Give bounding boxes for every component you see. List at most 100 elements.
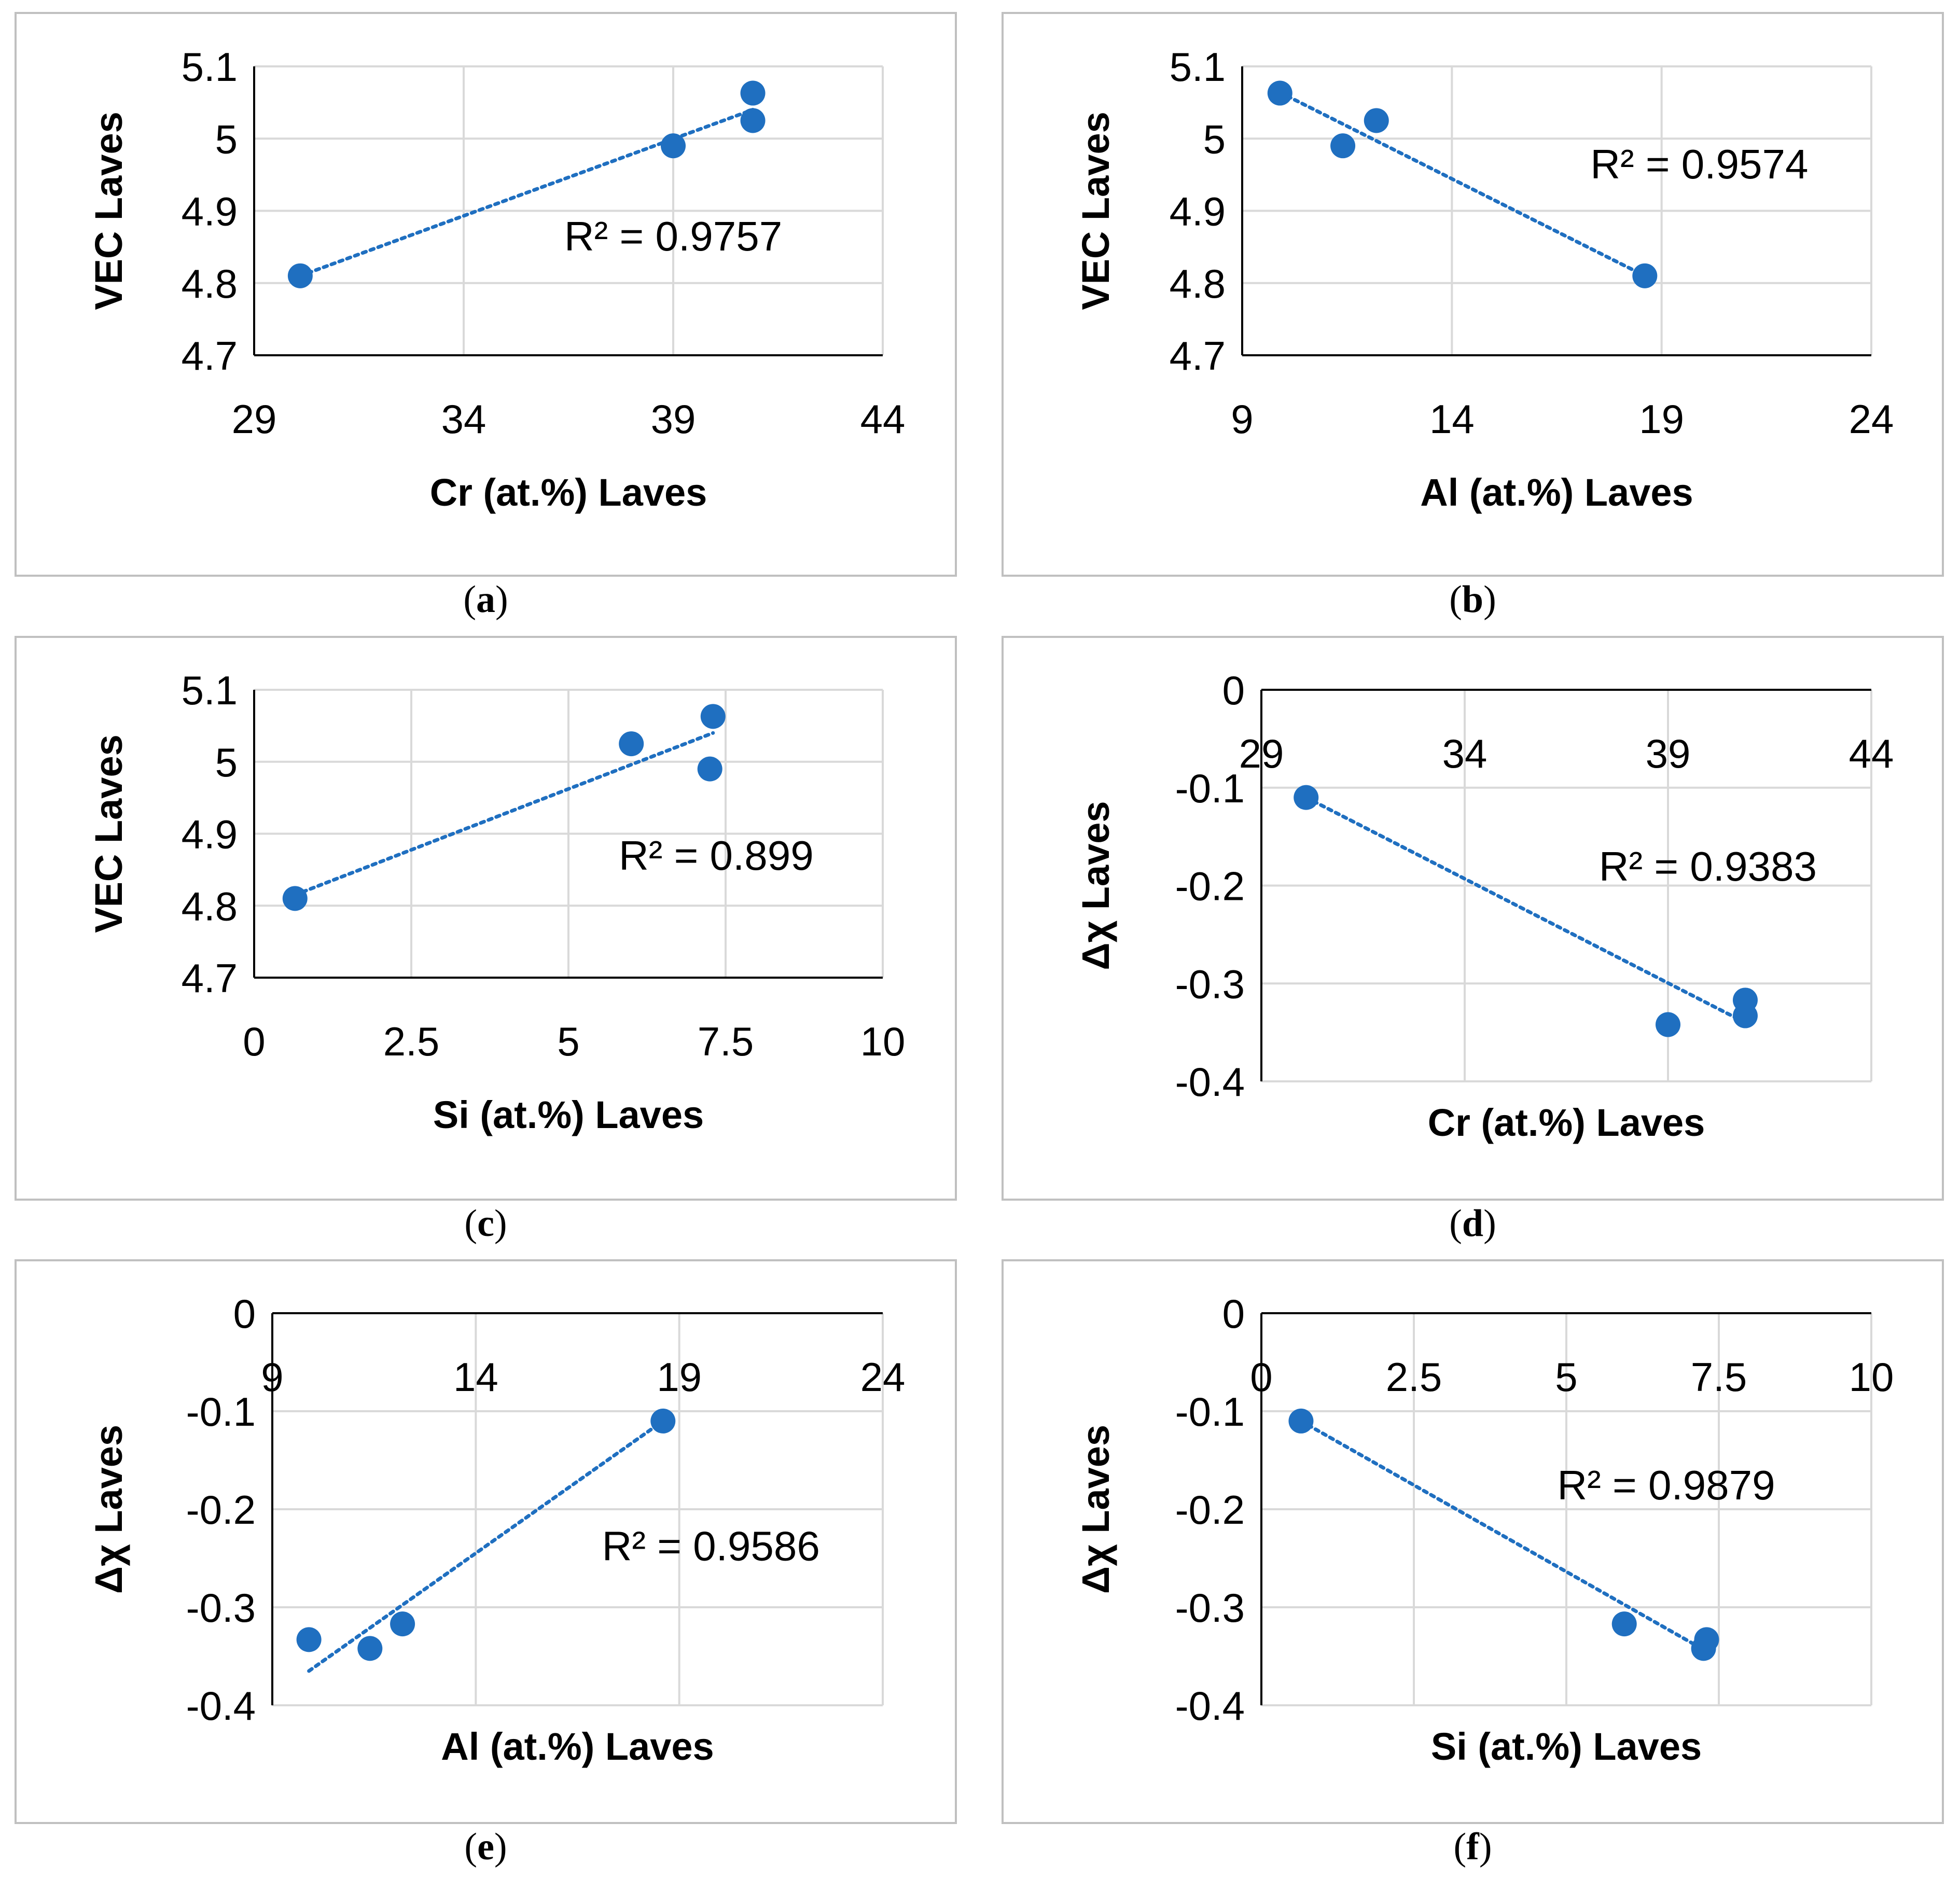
data-point xyxy=(1656,1012,1680,1037)
panel-frame xyxy=(15,1259,957,1824)
x-tick-label: 9 xyxy=(261,1354,283,1400)
y-tick-label: -0.4 xyxy=(1175,1059,1245,1105)
x-tick-label: 10 xyxy=(860,1019,906,1064)
x-tick-label: 34 xyxy=(441,396,486,442)
data-point xyxy=(287,263,313,288)
x-tick-label: 10 xyxy=(1849,1354,1894,1400)
x-tick-label: 9 xyxy=(1231,396,1253,442)
y-tick-label: 0 xyxy=(1222,1291,1245,1337)
y-tick-label: 0 xyxy=(1222,667,1245,713)
x-tick-label: 7.5 xyxy=(698,1019,754,1064)
data-point xyxy=(1611,1611,1637,1637)
x-axis-title: Al (at.%) Laves xyxy=(1420,471,1693,514)
data-point xyxy=(357,1636,383,1661)
y-tick-label: -0.4 xyxy=(1175,1683,1245,1729)
y-tick-label: 4.7 xyxy=(1170,333,1226,379)
data-point xyxy=(1330,133,1356,159)
data-point xyxy=(740,80,766,106)
x-tick-label: 44 xyxy=(860,396,906,442)
x-tick-label: 19 xyxy=(1639,396,1684,442)
x-axis-title: Cr (at.%) Laves xyxy=(1428,1101,1705,1144)
chart-panel-c: 4.7 4.8 4.9 5 5.1 0 2.5 5 7.5 10 Si (at.%) Laves VE… xyxy=(15,636,957,1245)
x-tick-label: 34 xyxy=(1442,731,1488,776)
trendline xyxy=(1278,90,1647,278)
r-squared-label: R² = 0.9574 xyxy=(1590,141,1808,187)
y-tick-label: 4.8 xyxy=(1170,261,1226,307)
y-tick-label: 4.7 xyxy=(182,955,238,1001)
panel-frame xyxy=(1002,1259,1944,1824)
panel-frame xyxy=(15,12,957,577)
data-point xyxy=(740,108,766,133)
y-axis-title: Δχ Laves xyxy=(1074,1425,1117,1594)
panel-caption: (b) xyxy=(1449,578,1496,621)
chart-panel-a: 4.7 4.8 4.9 5 5.1 29 34 39 44 Cr (at.%) Laves VEC … xyxy=(15,12,957,621)
x-tick-label: 0 xyxy=(243,1019,265,1064)
chart-panel-d: -0.4 -0.3 -0.2 -0.1 0 29 34 39 44 Cr (at.%) Laves… xyxy=(1002,636,1944,1245)
r-squared-label: R² = 0.9586 xyxy=(602,1523,820,1569)
x-tick-label: 39 xyxy=(1646,731,1691,776)
x-tick-label: 39 xyxy=(651,396,696,442)
y-tick-label: -0.2 xyxy=(1175,864,1245,909)
r-squared-label: R² = 0.9383 xyxy=(1599,843,1817,889)
panel-frame xyxy=(1002,636,1944,1201)
y-tick-label: 5 xyxy=(215,740,238,785)
y-tick-label: 4.7 xyxy=(182,333,238,379)
x-tick-label: 0 xyxy=(1250,1354,1272,1400)
panel-caption-letter: e xyxy=(477,1826,494,1868)
y-tick-label: -0.3 xyxy=(1175,1585,1245,1631)
y-tick-label: 5.1 xyxy=(182,44,238,90)
data-point xyxy=(1632,263,1658,288)
data-point xyxy=(619,731,644,757)
y-tick-label: 4.9 xyxy=(182,189,238,234)
panel-caption: (f) xyxy=(1454,1826,1492,1868)
trendline xyxy=(293,731,715,897)
panel-caption-letter: d xyxy=(1462,1202,1483,1245)
panel-caption-letter: b xyxy=(1462,578,1483,621)
y-tick-label: 4.8 xyxy=(182,261,238,307)
data-point xyxy=(1288,1408,1314,1434)
trendline xyxy=(1304,796,1747,1025)
panel-caption: (d) xyxy=(1449,1202,1496,1245)
x-tick-label: 24 xyxy=(860,1354,906,1400)
y-tick-label: 0 xyxy=(233,1291,256,1337)
x-tick-label: 14 xyxy=(453,1354,498,1400)
x-tick-label: 7.5 xyxy=(1691,1354,1747,1400)
panel-frame xyxy=(15,636,957,1201)
trendline xyxy=(1299,1419,1708,1653)
trendline xyxy=(307,1419,665,1673)
x-tick-label: 44 xyxy=(1849,731,1894,776)
y-tick-label: -0.2 xyxy=(1175,1487,1245,1533)
y-tick-label: 5 xyxy=(1203,116,1226,162)
y-axis-title: Δχ Laves xyxy=(87,1425,130,1594)
y-tick-label: -0.3 xyxy=(186,1585,256,1631)
y-axis-title: VEC Laves xyxy=(87,112,130,310)
data-point xyxy=(1364,108,1389,133)
panel-caption-letter: f xyxy=(1466,1826,1480,1868)
data-point xyxy=(1732,1003,1758,1028)
x-axis-title: Al (at.%) Laves xyxy=(441,1725,714,1768)
data-point xyxy=(661,133,686,159)
data-point xyxy=(700,704,726,729)
x-axis-title: Si (at.%) Laves xyxy=(433,1093,704,1136)
x-tick-label: 5 xyxy=(557,1019,579,1064)
y-tick-label: 4.8 xyxy=(182,883,238,929)
panel-caption: (e) xyxy=(464,1826,507,1868)
y-tick-label: 5.1 xyxy=(1170,44,1226,90)
x-tick-label: 2.5 xyxy=(383,1019,439,1064)
y-axis-title: Δχ Laves xyxy=(1074,801,1117,970)
data-point xyxy=(697,756,722,782)
x-axis-title: Si (at.%) Laves xyxy=(1431,1725,1702,1768)
y-axis-title: VEC Laves xyxy=(87,734,130,933)
r-squared-label: R² = 0.9879 xyxy=(1557,1462,1775,1508)
y-tick-label: 5.1 xyxy=(182,667,238,713)
y-tick-label: -0.3 xyxy=(1175,961,1245,1007)
x-tick-label: 29 xyxy=(232,396,277,442)
x-tick-label: 2.5 xyxy=(1386,1354,1442,1400)
data-point xyxy=(1294,785,1319,810)
panel-caption-letter: a xyxy=(476,578,495,621)
r-squared-label: R² = 0.9757 xyxy=(564,213,782,259)
data-point xyxy=(1267,80,1292,106)
data-point xyxy=(282,886,308,911)
